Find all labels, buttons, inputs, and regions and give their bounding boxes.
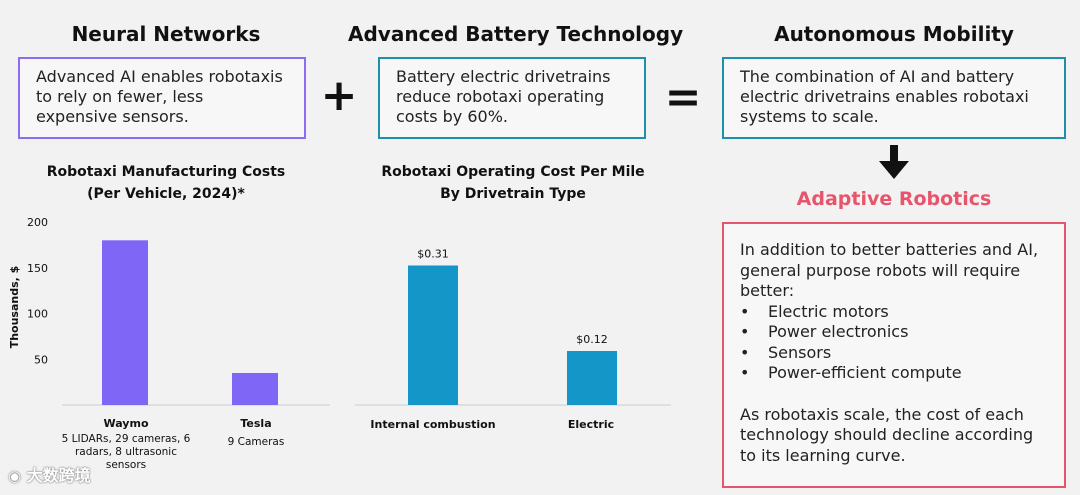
neural-networks-text: Advanced AI enables robotaxis to rely on… <box>36 67 283 126</box>
chart1-sublabel-tesla: 9 Cameras <box>228 436 285 448</box>
chart1-ytick: 150 <box>27 262 48 275</box>
adaptive-intro-text: In addition to better batteries and AI, … <box>740 240 1039 300</box>
autonomous-mobility-box: The combination of AI and battery electr… <box>722 57 1066 139</box>
chart2-data-label-electric: $0.12 <box>576 333 608 346</box>
watermark-logo: ◉ 大数跨境 <box>8 462 91 486</box>
battery-technology-text: Battery electric drivetrains reduce robo… <box>396 67 611 126</box>
requirement-item: Electric motors <box>740 302 1048 323</box>
adaptive-outro-text: As robotaxis scale, the cost of each tec… <box>740 404 1034 465</box>
adaptive-robotics-box: In addition to better batteries and AI, … <box>722 222 1066 488</box>
chart1-category-waymo: Waymo <box>103 417 148 430</box>
adaptive-robotics-title: Adaptive Robotics <box>796 188 992 210</box>
chart1-sublabel-waymo: 5 LIDARs, 29 cameras, 6 radars, 8 ultras… <box>61 433 191 471</box>
manufacturing-cost-chart: Thousands, $ 50 100 150 200 Waymo Tesla 9 C… <box>8 216 330 448</box>
requirement-item: Sensors <box>740 343 1048 364</box>
operating-cost-chart: $0.31 $0.12 Internal combustion Electric <box>355 248 671 431</box>
plus-operator: + <box>320 70 358 121</box>
bar-waymo <box>102 240 148 405</box>
requirement-item: Power electronics <box>740 322 1048 343</box>
chart1-ytick: 100 <box>27 308 48 321</box>
watermark-icon: ◉ <box>8 467 22 485</box>
autonomous-mobility-heading: Autonomous Mobility <box>774 22 1014 46</box>
chart2-data-label-internal-combustion: $0.31 <box>417 248 449 261</box>
chart1-title: Robotaxi Manufacturing Costs <box>46 164 286 180</box>
battery-technology-box: Battery electric drivetrains reduce robo… <box>378 57 646 139</box>
down-arrow-icon <box>879 145 909 179</box>
watermark-text: 大数跨境 <box>26 466 91 485</box>
neural-networks-box: Advanced AI enables robotaxis to rely on… <box>18 57 306 139</box>
neural-networks-heading: Neural Networks <box>71 22 261 46</box>
chart1-ytick: 50 <box>34 353 48 366</box>
battery-technology-heading: Advanced Battery Technology <box>348 22 684 46</box>
chart1-ytick: 200 <box>27 216 48 229</box>
bar-tesla <box>232 372 278 405</box>
bar-internal-combustion <box>408 265 458 405</box>
bar-electric <box>567 351 617 405</box>
requirement-item: Power-efficient compute <box>740 363 1048 384</box>
chart2-subtitle: By Drivetrain Type <box>440 186 586 202</box>
chart1-category-tesla: Tesla <box>240 417 271 430</box>
chart1-ylabel: Thousands, $ <box>8 266 21 349</box>
chart2-category-internal-combustion: Internal combustion <box>370 418 495 431</box>
autonomous-mobility-text: The combination of AI and battery electr… <box>740 67 1029 126</box>
equals-operator: = <box>664 72 702 123</box>
chart1-subtitle: (Per Vehicle, 2024)* <box>87 186 245 202</box>
chart2-category-electric: Electric <box>568 418 614 431</box>
chart2-title: Robotaxi Operating Cost Per Mile <box>381 164 645 180</box>
requirements-list: Electric motors Power electronics Sensor… <box>740 302 1048 384</box>
